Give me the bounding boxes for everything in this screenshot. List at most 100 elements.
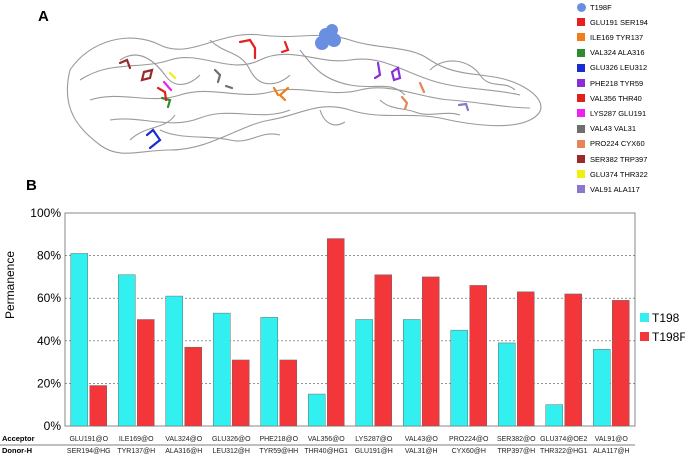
legend-label: VAL324 ALA316 xyxy=(590,48,645,58)
legend-swatch xyxy=(577,170,585,179)
residue-sticks xyxy=(118,38,470,150)
legend-label: SER382 TRP397 xyxy=(590,154,648,164)
donor-label: TYR59@HH xyxy=(259,448,298,455)
structure-legend-item: GLU374 THR322 xyxy=(577,169,648,179)
bar xyxy=(213,312,231,427)
plot-area xyxy=(64,212,636,427)
bar xyxy=(450,329,468,427)
y-tick-label: 20% xyxy=(37,376,61,390)
bar xyxy=(422,276,440,427)
bar xyxy=(327,238,345,427)
legend-swatch xyxy=(577,94,585,103)
acceptor-label: ILE169@O xyxy=(119,436,154,443)
acceptor-label: PRO224@O xyxy=(449,436,489,443)
permanence-bar-chart: 0% 20% 40% 60% 80% 100% Permanence Acceptor D… xyxy=(0,206,685,455)
legend-swatch xyxy=(577,185,585,194)
donor-label: TYR137@H xyxy=(117,448,155,455)
donor-label: THR322@HG1 xyxy=(540,448,588,455)
legend-swatch xyxy=(577,155,585,163)
legend-swatch xyxy=(577,109,585,118)
structure-legend-item: GLU326 LEU312 xyxy=(577,63,647,73)
bar xyxy=(564,293,582,427)
bar xyxy=(498,342,516,427)
legend-swatch xyxy=(640,313,649,322)
bar xyxy=(517,291,535,427)
bar xyxy=(593,349,611,427)
acceptor-label: PHE218@O xyxy=(259,436,298,443)
legend-label: LYS287 GLU191 xyxy=(590,108,647,118)
bar xyxy=(612,300,630,427)
donor-label: GLU191@H xyxy=(355,448,393,455)
acceptor-label: SER382@O xyxy=(497,436,536,443)
legend-swatch xyxy=(577,139,585,148)
legend-swatch xyxy=(577,18,585,27)
y-axis: 0% 20% 40% 60% 80% 100% xyxy=(30,206,61,433)
bar xyxy=(355,319,373,427)
donor-label: VAL31@H xyxy=(405,448,438,455)
legend-swatch xyxy=(577,79,585,87)
bar xyxy=(308,393,326,427)
chart-legend: T198 T198F xyxy=(640,311,685,344)
legend-label: T198F xyxy=(652,330,685,344)
legend-label: VAL356 THR40 xyxy=(590,93,642,103)
acceptor-label: VAL356@O xyxy=(308,436,345,443)
protein-structure-image xyxy=(66,24,542,154)
structure-legend-item: LYS287 GLU191 xyxy=(577,108,646,118)
structure-legend-item: ILE169 TYR137 xyxy=(577,32,643,42)
x-axis-labels: GLU191@O SER194@HG ILE169@O TYR137@H VAL324@… xyxy=(0,436,635,455)
legend-label: PRO224 CYX60 xyxy=(590,139,645,149)
legend-label: T198 xyxy=(652,311,680,325)
ribbon-backbone xyxy=(66,33,542,154)
bar xyxy=(469,285,487,427)
bar xyxy=(137,319,155,427)
bar xyxy=(70,253,88,427)
structure-legend-item: T198F xyxy=(577,2,612,12)
panel-label-b: B xyxy=(26,177,37,194)
donor-label: SER194@HG xyxy=(67,448,111,455)
structure-legend-item: PHE218 TYR59 xyxy=(577,78,643,88)
structure-legend-item: SER382 TRP397 xyxy=(577,154,647,164)
structure-legend-item: VAL43 VAL31 xyxy=(577,124,636,134)
legend-swatch xyxy=(640,332,649,341)
y-tick-label: 100% xyxy=(30,206,61,220)
bar xyxy=(184,346,202,427)
y-tick-label: 80% xyxy=(37,249,61,263)
legend-swatch xyxy=(577,33,585,42)
y-axis-label: Permanence xyxy=(3,251,17,319)
bar xyxy=(403,319,421,427)
legend-label: GLU191 SER194 xyxy=(590,17,648,27)
legend-label: VAL91 ALA117 xyxy=(590,184,640,194)
structure-legend-item: VAL91 ALA117 xyxy=(577,184,640,194)
bar xyxy=(118,274,136,427)
acceptor-label: GLU374@OE2 xyxy=(540,436,587,443)
structure-legend-item: VAL356 THR40 xyxy=(577,93,642,103)
bar xyxy=(260,317,278,427)
donor-label: ALA316@H xyxy=(165,448,202,455)
bar xyxy=(374,274,392,427)
bar xyxy=(89,385,107,427)
legend-label: GLU374 THR322 xyxy=(590,169,648,179)
acceptor-label: VAL43@O xyxy=(405,436,439,443)
acceptor-label: LYS287@O xyxy=(355,436,392,443)
donor-row-header: Donor-H xyxy=(2,446,32,455)
legend-swatch xyxy=(577,2,586,12)
y-tick-label: 0% xyxy=(44,419,62,433)
t198f-sphere xyxy=(315,24,341,50)
series-t198f xyxy=(89,238,630,427)
legend-swatch xyxy=(577,48,585,57)
y-tick-label: 60% xyxy=(37,291,61,305)
legend-swatch xyxy=(577,63,585,72)
donor-label: TRP397@H xyxy=(497,448,535,455)
bar xyxy=(545,404,563,427)
donor-label: THR40@HG1 xyxy=(304,448,348,455)
acceptor-label: GLU326@O xyxy=(212,436,251,443)
structure-legend-item: PRO224 CYX60 xyxy=(577,139,645,149)
bar xyxy=(279,359,297,427)
legend-label: T198F xyxy=(590,2,612,12)
legend-label: GLU326 LEU312 xyxy=(590,63,648,73)
y-tick-label: 40% xyxy=(37,334,61,348)
acceptor-label: GLU191@O xyxy=(69,436,108,443)
donor-label: CYX60@H xyxy=(452,448,486,455)
acceptor-row-header: Acceptor xyxy=(2,434,35,443)
donor-label: ALA117@H xyxy=(593,448,630,455)
